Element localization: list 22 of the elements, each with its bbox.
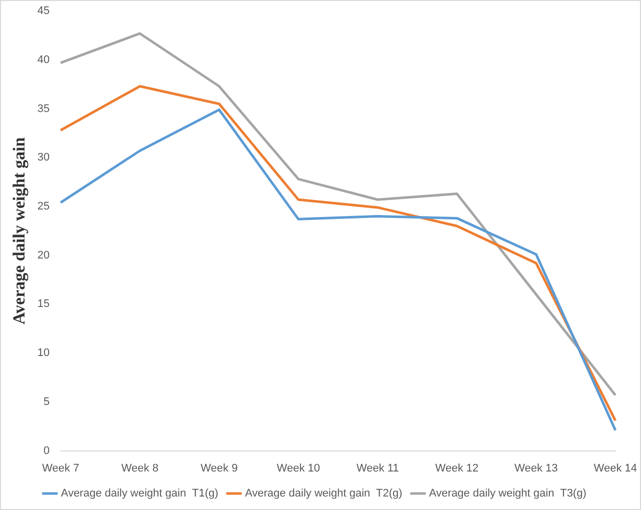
legend-label: Average daily weight gain T3(g) [429, 488, 586, 500]
x-tick-label: Week 14 [594, 462, 638, 474]
y-tick-label: 20 [37, 249, 50, 262]
y-tick-label: 40 [37, 54, 50, 66]
x-tick-label: Week 10 [276, 462, 320, 474]
y-tick-label: 30 [37, 152, 50, 164]
x-tick-label: Week 11 [356, 462, 399, 474]
y-tick-label: 15 [37, 298, 50, 310]
y-tick-label: 5 [44, 396, 50, 408]
y-tick-label: 10 [37, 347, 50, 360]
y-tick-label: 45 [37, 5, 50, 18]
legend-label: Average daily weight gain T2(g) [244, 488, 402, 500]
x-tick-label: Week 7 [42, 462, 80, 474]
y-tick-label: 0 [44, 444, 50, 457]
x-tick-label: Week 12 [435, 462, 478, 474]
y-tick-label: 25 [37, 200, 50, 212]
y-tick-label: 35 [37, 102, 50, 115]
y-axis-title: Average daily weight gain [10, 136, 29, 324]
x-tick-label: Week 8 [121, 462, 158, 474]
x-tick-label: Week 9 [200, 462, 238, 474]
x-tick-label: Week 13 [514, 462, 558, 474]
legend-label: Average daily weight gain T1(g) [60, 488, 218, 500]
